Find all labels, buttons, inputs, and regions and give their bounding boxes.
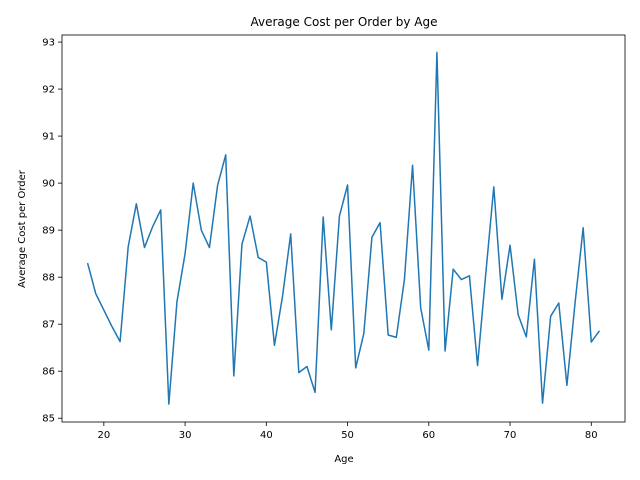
- chart-title: Average Cost per Order by Age: [251, 15, 438, 29]
- y-tick-label: 87: [42, 320, 55, 331]
- plot-frame: [61, 34, 626, 423]
- plot-area: [61, 34, 626, 423]
- x-axis: 20 30 40 50 60 70 80: [97, 422, 598, 441]
- y-tick-label: 91: [42, 132, 55, 143]
- x-tick-label: 80: [585, 430, 598, 441]
- y-tick-label: 86: [42, 367, 55, 378]
- y-axis-label: Average Cost per Order: [17, 169, 28, 288]
- x-tick-label: 60: [422, 430, 435, 441]
- x-tick-label: 40: [260, 430, 273, 441]
- series-line: [86, 51, 601, 405]
- y-tick-label: 93: [42, 38, 55, 49]
- y-axis: 85 86 87 88 89 90 91 92 93: [42, 38, 62, 425]
- y-tick-label: 85: [42, 414, 55, 425]
- y-tick-label: 90: [42, 179, 55, 190]
- y-tick-label: 89: [42, 226, 55, 237]
- x-tick-label: 20: [97, 430, 110, 441]
- x-tick-label: 50: [341, 430, 354, 441]
- y-tick-label: 88: [42, 273, 55, 284]
- y-tick-label: 92: [42, 85, 55, 96]
- x-tick-label: 70: [504, 430, 517, 441]
- x-tick-label: 30: [179, 430, 192, 441]
- x-axis-label: Age: [334, 454, 353, 465]
